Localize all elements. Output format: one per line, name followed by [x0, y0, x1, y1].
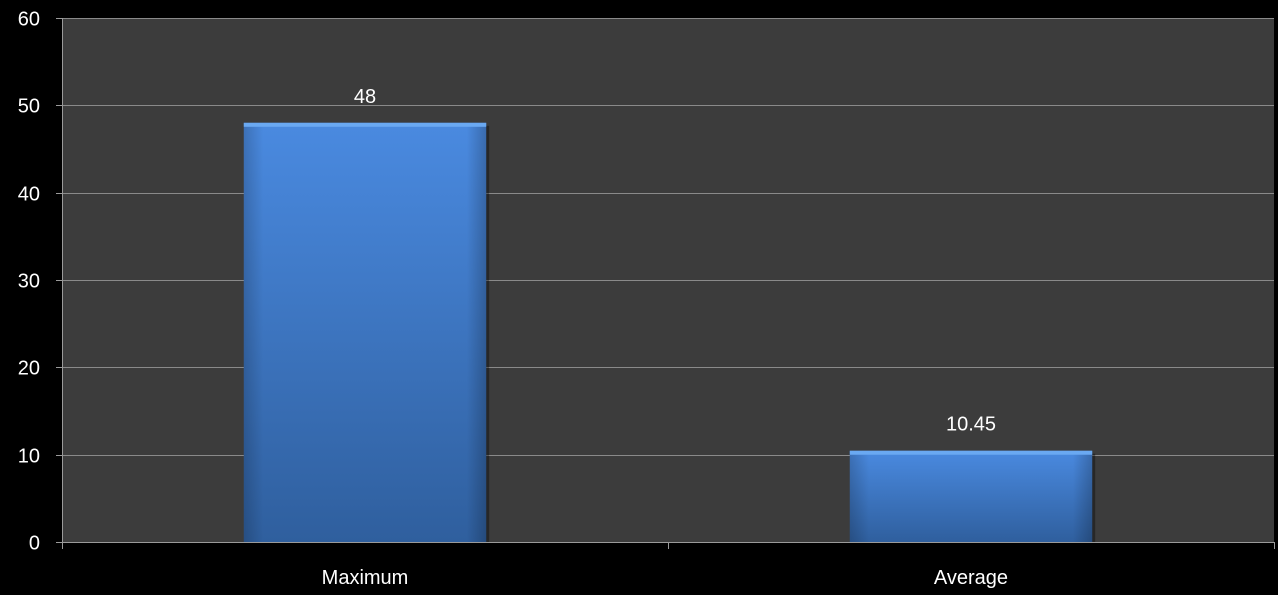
- axes: [56, 18, 1275, 549]
- y-tick-label: 30: [18, 271, 40, 293]
- y-tick-label: 20: [18, 358, 40, 380]
- data-label: 48: [354, 86, 376, 108]
- x-tick-label: Average: [934, 567, 1008, 589]
- bar-shade: [243, 122, 487, 543]
- y-tick-label: 0: [29, 533, 40, 555]
- y-tick-label: 40: [18, 184, 40, 206]
- bar-average: [849, 450, 1096, 542]
- bar-top-highlight: [243, 122, 487, 127]
- bar-maximum: [243, 122, 490, 543]
- bar-shade: [849, 450, 1093, 542]
- labels: 0 10 20 30 40 50 60 48 Maximum 10.45 Average: [18, 9, 1008, 590]
- bars: [243, 122, 1096, 543]
- y-tick-label: 50: [18, 96, 40, 118]
- y-tick-label: 10: [18, 446, 40, 468]
- y-tick-label: 60: [18, 9, 40, 31]
- bar-top-highlight: [849, 450, 1093, 455]
- data-label: 10.45: [946, 414, 996, 436]
- x-tick-label: Maximum: [322, 567, 409, 589]
